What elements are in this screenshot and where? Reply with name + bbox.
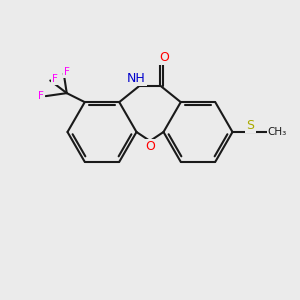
Text: NH: NH (127, 72, 146, 85)
Text: O: O (145, 140, 155, 154)
Text: F: F (38, 91, 44, 101)
Text: F: F (52, 74, 58, 84)
Text: CH₃: CH₃ (268, 127, 287, 137)
Text: S: S (247, 119, 254, 132)
Text: F: F (64, 67, 70, 77)
Text: O: O (159, 51, 169, 64)
